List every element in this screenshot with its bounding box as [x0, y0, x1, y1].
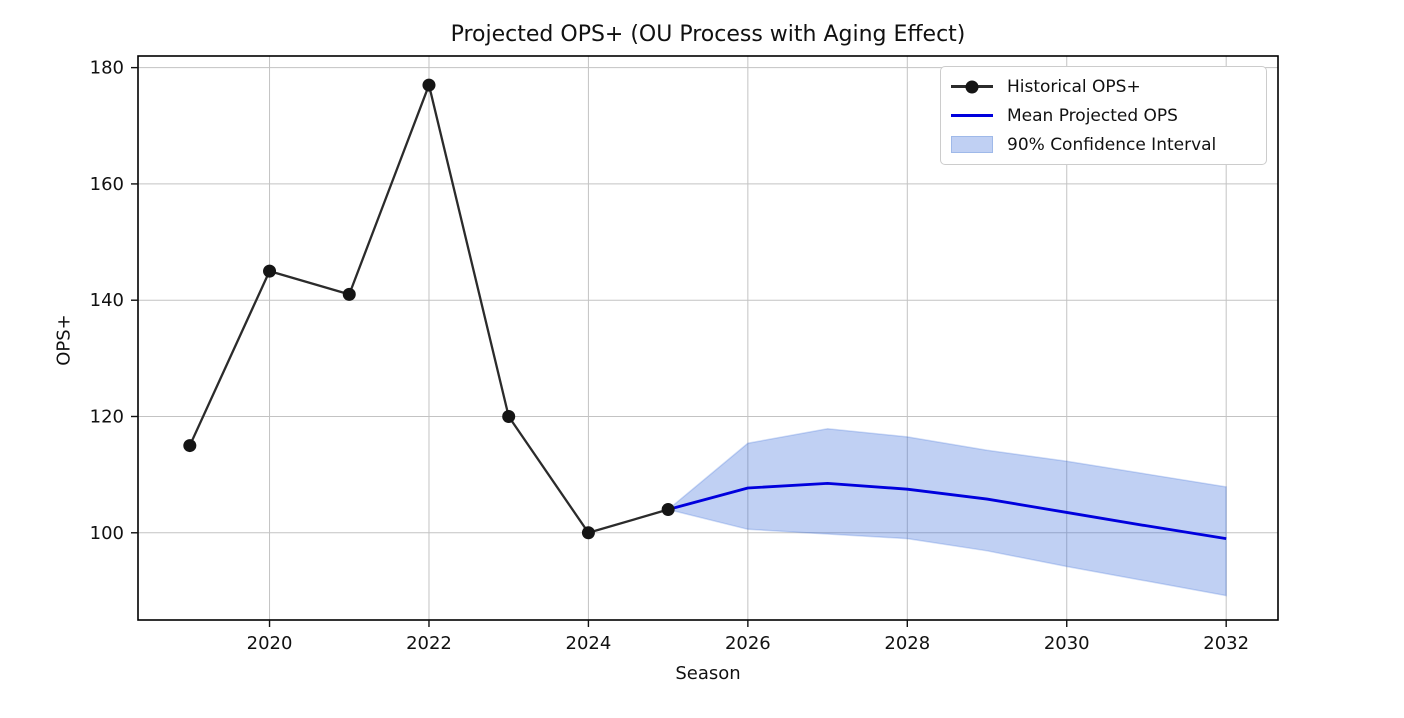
legend-item-historical: Historical OPS+	[951, 72, 1256, 101]
y-tick-label: 120	[90, 406, 124, 427]
historical-line-swatch-icon	[951, 80, 993, 93]
y-tick-label: 160	[90, 174, 124, 195]
legend-item-mean-projected: Mean Projected OPS	[951, 101, 1256, 130]
x-tick-label: 2024	[566, 633, 612, 654]
x-tick-label: 2030	[1044, 633, 1090, 654]
chart-title: Projected OPS+ (OU Process with Aging Ef…	[450, 22, 966, 47]
x-tick-label: 2026	[725, 633, 771, 654]
mean-line-swatch-icon	[951, 114, 993, 117]
legend-label-confidence-interval: 90% Confidence Interval	[1007, 134, 1217, 155]
x-tick-label: 2028	[884, 633, 930, 654]
y-tick-label: 140	[90, 290, 124, 311]
historical-marker	[263, 264, 277, 278]
mean-projection-line	[667, 481, 1227, 540]
y-tick-label: 180	[90, 58, 124, 79]
x-tick-label: 2020	[247, 633, 293, 654]
legend-label-historical: Historical OPS+	[1007, 76, 1141, 97]
historical-marker	[183, 439, 197, 453]
legend-label-mean-projected: Mean Projected OPS	[1007, 105, 1178, 126]
historical-marker	[342, 287, 356, 301]
x-tick-label: 2022	[406, 633, 452, 654]
y-axis-label: OPS+	[53, 314, 75, 366]
legend: Historical OPS+ Mean Projected OPS 90% C…	[940, 66, 1267, 165]
x-tick-label: 2032	[1203, 633, 1249, 654]
confidence-band-swatch-icon	[951, 136, 993, 153]
historical-marker	[661, 503, 675, 517]
historical-marker	[581, 526, 595, 540]
historical-marker	[422, 78, 436, 92]
axes-frame	[137, 55, 1279, 621]
historical-marker	[502, 409, 516, 423]
legend-item-confidence-interval: 90% Confidence Interval	[951, 130, 1256, 159]
marker-dot-icon	[965, 80, 979, 93]
y-tick-label: 100	[90, 523, 124, 544]
x-axis-label: Season	[675, 663, 741, 684]
ci-band	[666, 427, 1227, 597]
